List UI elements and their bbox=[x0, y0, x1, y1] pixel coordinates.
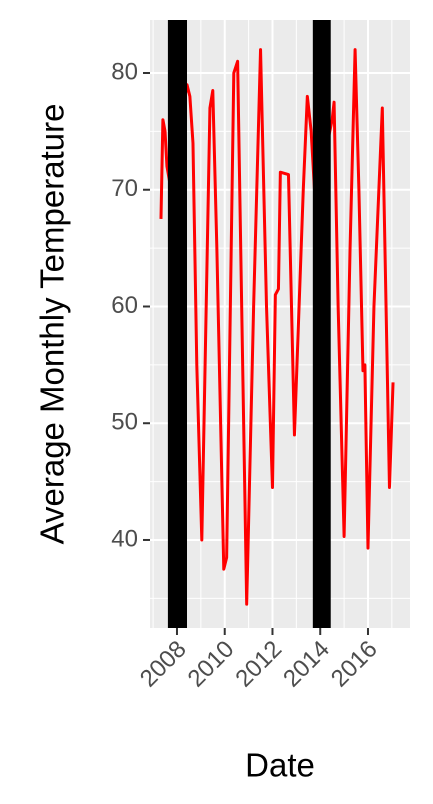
x-tick-label: 2008 bbox=[135, 636, 192, 693]
x-tick-label: 2016 bbox=[326, 636, 383, 693]
band bbox=[167, 20, 188, 628]
band bbox=[312, 20, 331, 628]
x-axis-title: Date bbox=[245, 747, 315, 784]
y-tick-label: 50 bbox=[111, 409, 138, 436]
x-tick-label: 2014 bbox=[278, 636, 335, 693]
x-tick-label: 2010 bbox=[183, 636, 240, 693]
y-axis-title: Average Monthly Temperature bbox=[34, 104, 71, 545]
y-tick-label: 80 bbox=[111, 58, 138, 85]
x-tick-label: 2012 bbox=[230, 636, 287, 693]
y-tick-label: 60 bbox=[111, 292, 138, 319]
y-tick-label: 70 bbox=[111, 175, 138, 202]
line bbox=[159, 48, 395, 606]
y-tick-label: 40 bbox=[111, 525, 138, 552]
panel bbox=[150, 20, 410, 628]
